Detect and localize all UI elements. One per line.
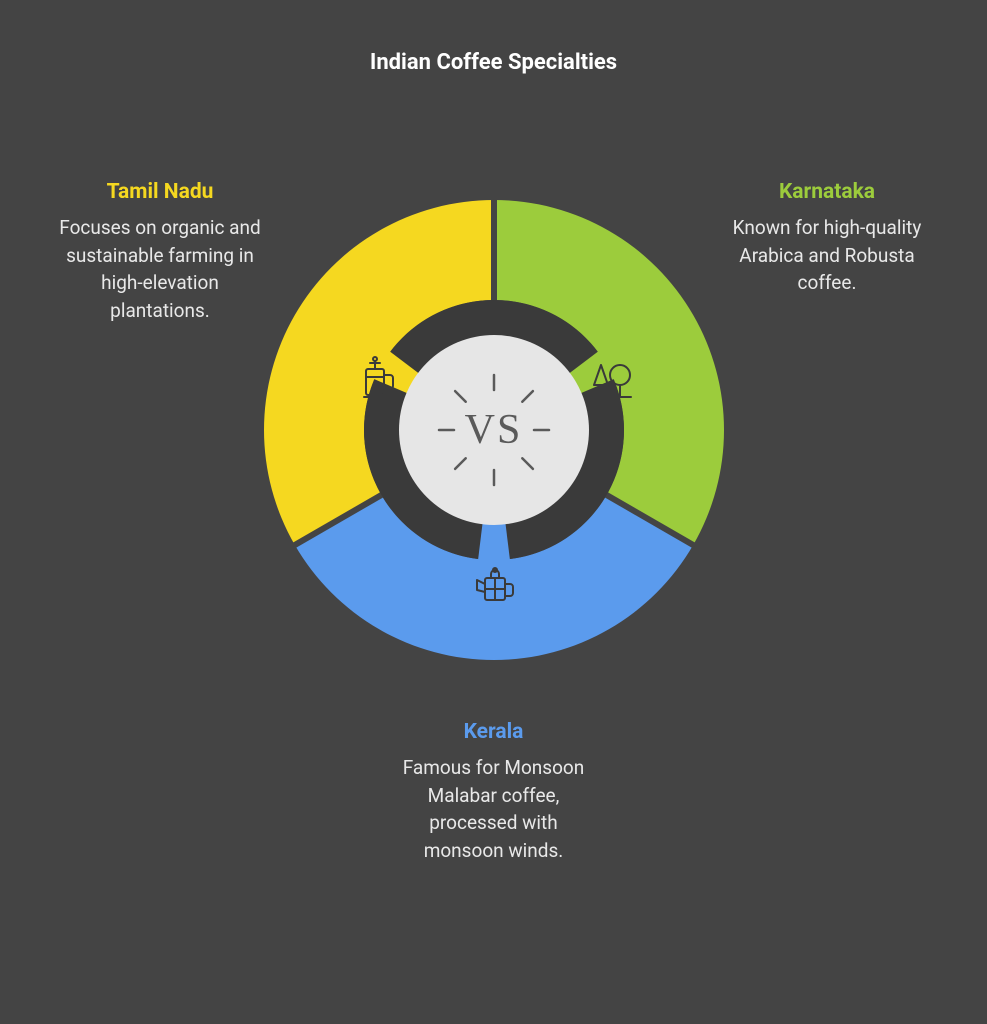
donut-chart: VS (264, 200, 724, 660)
label-title-kerala: Kerala (389, 720, 599, 744)
page-title: Indian Coffee Specialties (0, 0, 987, 75)
label-tamil-nadu: Tamil Nadu Focuses on organic and sustai… (55, 180, 265, 324)
label-desc-tamil-nadu: Focuses on organic and sustainable farmi… (55, 214, 265, 324)
label-title-karnataka: Karnataka (722, 180, 932, 204)
vs-label: VS (465, 406, 523, 454)
french-press-icon (352, 355, 402, 405)
teapot-icon (469, 562, 519, 612)
label-kerala: Kerala Famous for Monsoon Malabar coffee… (389, 720, 599, 864)
label-title-tamil-nadu: Tamil Nadu (55, 180, 265, 204)
label-karnataka: Karnataka Known for high-quality Arabica… (722, 180, 932, 297)
label-desc-kerala: Famous for Monsoon Malabar coffee, proce… (389, 754, 599, 864)
trees-icon (586, 355, 636, 405)
label-desc-karnataka: Known for high-quality Arabica and Robus… (722, 214, 932, 297)
